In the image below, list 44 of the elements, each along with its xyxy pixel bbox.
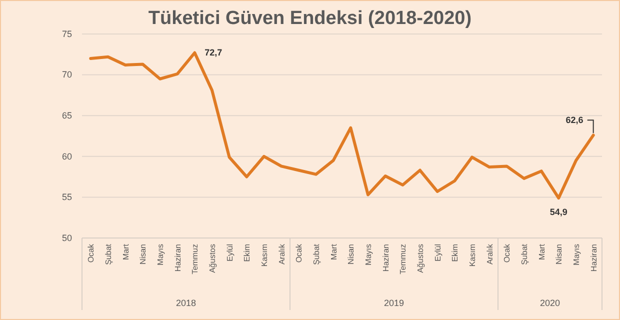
y-tick-label: 75 [62,28,72,39]
text: 62,6 [566,115,584,126]
text: 54,9 [550,206,568,217]
x-tick-label: Mart [537,243,546,260]
x-tick-label: Aralık [277,243,286,264]
x-tick-label: Ağustos [208,244,217,273]
x-tick-label: Eylül [433,244,442,262]
y-tick-label: 70 [62,70,72,80]
line-series [89,51,595,200]
x-tick-label: Mayıs [364,244,373,266]
x-tick-label: Mart [121,243,130,260]
x-tick-label: Ocak [294,243,304,263]
x-tick-label: Temmuz [190,244,200,274]
x-tick-label: Şubat [312,243,321,265]
x-tick-label: Şubat [520,243,529,265]
x-tick-label: Mart [329,243,338,260]
text: 72,7 [204,48,222,58]
y-tick-label: 55 [62,192,72,202]
x-tick-label: Temmuz [398,244,408,274]
x-tick-label: Nisan [554,244,564,264]
x-tick-label: Eylül [225,244,234,262]
x-tick-label: Kasım [468,244,477,267]
x-tick-label: Şubat [104,243,113,265]
x-tick-label: Ekim [242,244,252,262]
x-tick-label: Ağustos [416,244,425,273]
y-tick-label: 65 [62,110,72,120]
x-tick-label: Ekim [450,244,460,262]
text: 2018 [176,298,196,308]
x-tick-label: Kasım [260,244,269,267]
text: 2020 [540,298,560,308]
x-tick-label: Haziran [381,244,390,272]
x-tick-label: Ocak [502,243,512,263]
chart-title: Tüketici Güven Endeksi (2018-2020) [148,8,472,29]
text: 2019 [384,298,404,308]
x-tick-label: Nisan [138,244,148,264]
x-tick-label: Haziran [173,244,182,272]
x-tick-label: Mayıs [572,244,581,266]
x-tick-label: Haziran [589,244,598,272]
x-tick-label: Ocak [86,243,96,263]
x-tick-label: Aralık [485,243,494,264]
x-tick-label: Mayıs [156,244,165,266]
x-tick-label: Nisan [346,244,356,264]
y-tick-label: 50 [62,232,72,243]
y-tick-label: 60 [62,151,72,162]
